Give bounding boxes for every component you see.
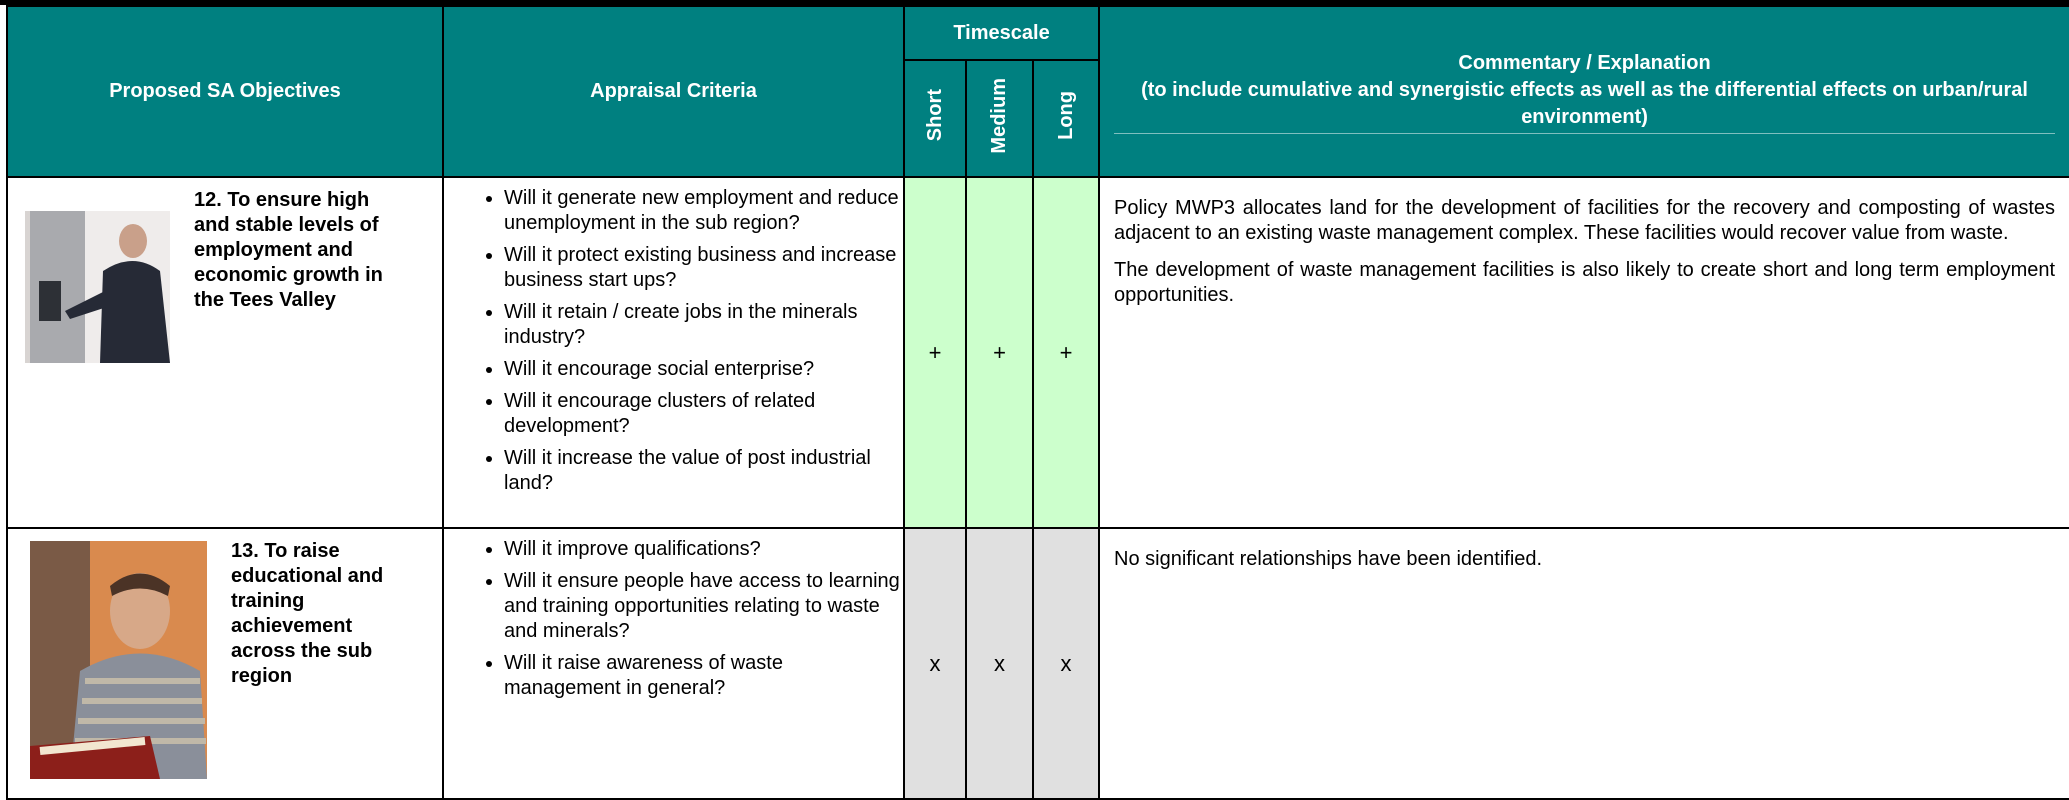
- criterion: Will it protect existing business and in…: [504, 243, 903, 293]
- criteria-list: Will it generate new employment and redu…: [444, 186, 903, 496]
- objective-text: 13. To raise educational and training ac…: [231, 540, 384, 687]
- short-label: Short: [923, 89, 946, 142]
- criteria-list: Will it improve qualifications? Will it e…: [444, 537, 903, 701]
- commentary-header: Commentary / Explanation (to include cum…: [1098, 5, 2069, 178]
- criterion: Will it generate new employment and redu…: [504, 186, 903, 236]
- commentary-paragraph: Policy MWP3 allocates land for the devel…: [1114, 197, 2056, 244]
- short-header: Short: [903, 59, 967, 178]
- criterion: Will it raise awareness of waste managem…: [504, 651, 903, 701]
- commentary-cell: Policy MWP3 allocates land for the devel…: [1098, 176, 2069, 529]
- score-cell: x: [903, 527, 967, 800]
- commentary-header-box: Commentary / Explanation (to include cum…: [1114, 50, 2056, 134]
- photo: [30, 541, 207, 779]
- appraisal-table: Proposed SA Objectives Appraisal Criteri…: [6, 5, 2069, 800]
- header-row: Proposed SA Objectives Appraisal Criteri…: [6, 5, 2069, 178]
- score-cell: +: [903, 176, 967, 529]
- subheader-row: Short Medium Long: [7, 59, 2069, 178]
- commentary-note: (to include cumulative and synergistic e…: [1141, 78, 2028, 128]
- commentary-cell: No significant relationships have been i…: [1098, 527, 2069, 800]
- photo-box: [30, 541, 207, 784]
- long-header: Long: [1031, 59, 1101, 178]
- score-cell: +: [1031, 176, 1101, 529]
- objective-cell: 13. To raise educational and training ac…: [6, 527, 444, 800]
- criterion: Will it ensure people have access to lea…: [504, 569, 903, 644]
- medium-header: Medium: [965, 59, 1034, 178]
- table-row: 12. To ensure high and stable levels of …: [6, 176, 2069, 529]
- criterion: Will it retain / create jobs in the mine…: [504, 300, 903, 350]
- timescale-header: Timescale: [902, 5, 1101, 61]
- long-label: Long: [1054, 91, 1077, 140]
- table-body: 12. To ensure high and stable levels of …: [6, 176, 2069, 800]
- photo-box: [25, 211, 170, 368]
- criteria-cell: Will it generate new employment and redu…: [442, 176, 905, 529]
- commentary-title: Commentary / Explanation: [1458, 51, 1711, 74]
- criterion: Will it encourage clusters of related de…: [504, 389, 903, 439]
- criterion: Will it increase the value of post indus…: [504, 446, 903, 496]
- objectives-header: Proposed SA Objectives: [6, 5, 444, 178]
- score-cell: x: [965, 527, 1034, 800]
- criteria-cell: Will it improve qualifications? Will it e…: [442, 527, 905, 800]
- objective: 13. To raise educational and training ac…: [8, 529, 442, 784]
- criterion: Will it improve qualifications?: [504, 537, 903, 562]
- criterion: Will it encourage social enterprise?: [504, 357, 903, 382]
- objective: 12. To ensure high and stable levels of …: [8, 178, 442, 368]
- commentary-paragraph: The development of waste management faci…: [1114, 259, 2056, 306]
- score-cell: x: [1031, 527, 1101, 800]
- commentary-paragraph: No significant relationships have been i…: [1114, 548, 1543, 570]
- photo: [25, 211, 170, 363]
- score-cell: +: [965, 176, 1034, 529]
- objective-cell: 12. To ensure high and stable levels of …: [6, 176, 444, 529]
- table-row: 13. To raise educational and training ac…: [6, 527, 2069, 800]
- criteria-header: Appraisal Criteria: [442, 5, 905, 178]
- medium-label: Medium: [988, 77, 1010, 154]
- objective-text: 12. To ensure high and stable levels of …: [194, 189, 383, 311]
